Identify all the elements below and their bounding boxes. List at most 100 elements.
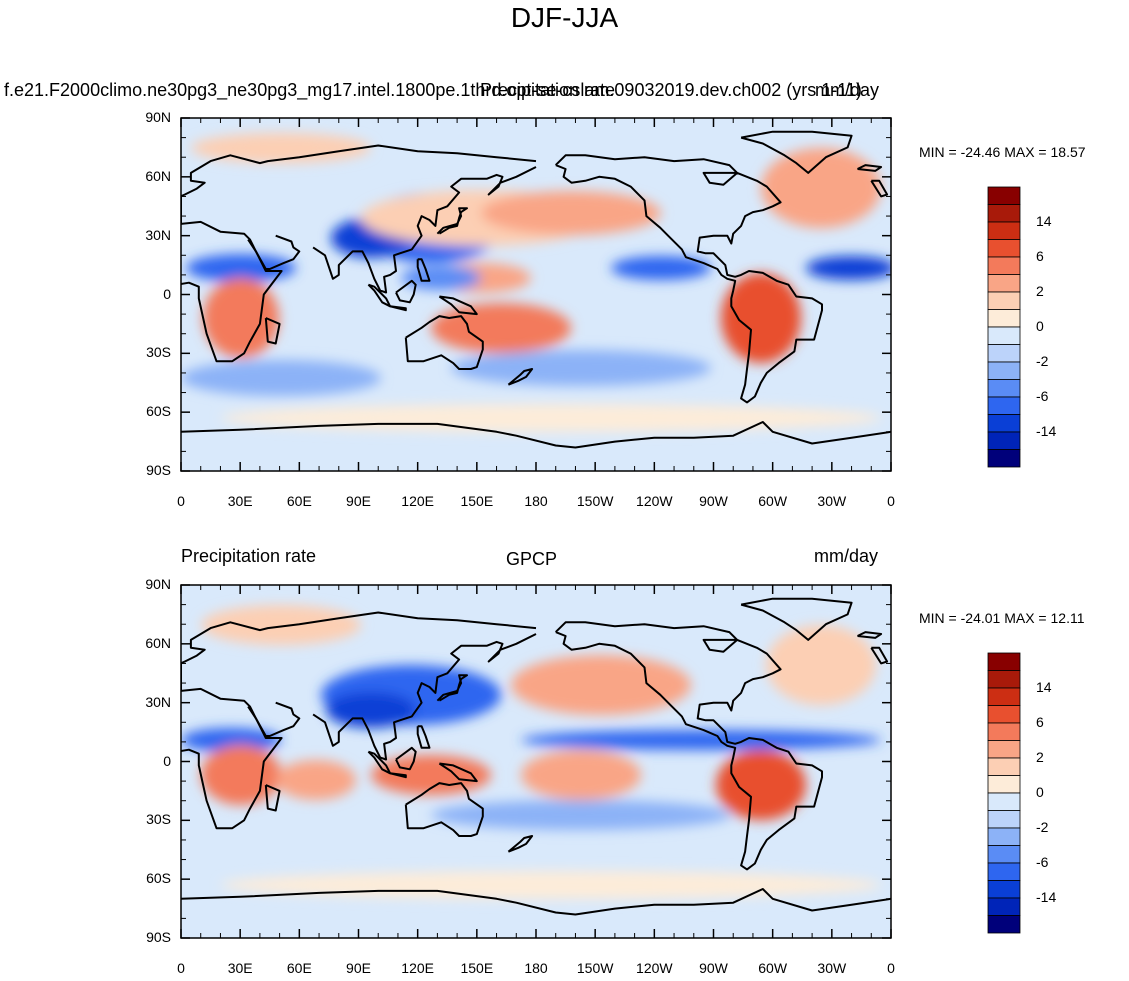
p1-blob	[721, 273, 801, 363]
p1-blob	[806, 256, 891, 280]
panel2-center-label: GPCP	[506, 549, 558, 569]
colorbar-box	[987, 670, 1021, 689]
colorbar-box	[987, 274, 1021, 293]
coastline	[367, 283, 392, 308]
coastline	[312, 633, 537, 761]
p1-blob	[221, 404, 881, 432]
y-tick-label: 30S	[146, 811, 171, 828]
figure-title: DJF-JJA	[510, 2, 619, 33]
colorbar-box	[987, 431, 1021, 450]
p2-blob	[276, 760, 356, 800]
panel1-units-label: mm/day	[815, 80, 880, 100]
coastline	[247, 234, 301, 270]
colorbar-box	[987, 705, 1021, 724]
p1-blob	[431, 303, 571, 353]
panel2-left-label: Precipitation rate	[181, 546, 317, 566]
colorbar-box	[987, 722, 1021, 741]
coastline	[395, 279, 417, 304]
colorbar-box	[987, 396, 1021, 415]
y-tick-label: 60N	[145, 634, 171, 651]
x-tick-label: 90E	[346, 960, 371, 976]
y-tick-label: 0	[163, 752, 171, 769]
colorbar-box	[987, 757, 1021, 776]
colorbar-label: 6	[1036, 248, 1044, 264]
y-tick-label: 30N	[145, 226, 171, 243]
y-tick-label: 90S	[146, 462, 171, 478]
panel1-coastlines	[181, 130, 891, 449]
x-tick-label: 30E	[227, 960, 253, 976]
y-tick-label: 30N	[145, 693, 171, 710]
coastline	[389, 772, 407, 779]
x-tick-label: 90E	[346, 493, 371, 509]
colorbar-label: 0	[1036, 784, 1044, 800]
p2-blob	[431, 800, 731, 830]
x-tick-label: 120W	[636, 493, 673, 509]
p2-blob	[326, 692, 416, 728]
p2-blob	[521, 730, 881, 750]
colorbar-box	[987, 344, 1021, 363]
p2-blob	[181, 728, 281, 752]
y-tick-label: 60S	[146, 870, 171, 887]
coastline	[247, 701, 301, 737]
colorbar-label: -6	[1036, 854, 1049, 870]
panel2-min-max: MIN = -24.01 MAX = 12.11	[919, 610, 1085, 626]
p2-blob	[716, 750, 806, 820]
x-tick-label: 150W	[576, 493, 614, 509]
p2-blob	[371, 755, 491, 795]
colorbar-box	[987, 810, 1021, 829]
colorbar-box	[987, 652, 1021, 671]
y-tick-label: 60N	[145, 167, 171, 184]
panel2-map	[180, 584, 892, 939]
p2-blob	[201, 605, 361, 645]
x-tick-label: 30W	[817, 960, 847, 976]
x-tick-label: 30W	[817, 493, 847, 509]
x-tick-label: 0	[177, 493, 185, 509]
coastline	[554, 154, 823, 404]
y-tick-label: 90N	[145, 576, 171, 592]
coastline	[740, 597, 853, 641]
colorbar-label: -2	[1036, 819, 1049, 835]
p2-blob	[221, 871, 881, 899]
x-tick-label: 60E	[286, 493, 312, 509]
colorbar-box	[987, 827, 1021, 846]
y-tick-label: 0	[163, 285, 171, 302]
x-tick-label: 150E	[460, 493, 494, 509]
colorbar-box	[987, 361, 1021, 380]
p1-blob	[191, 133, 371, 163]
colorbar-box	[987, 880, 1021, 899]
coastline	[181, 611, 537, 830]
panel1-colorbar	[987, 186, 1021, 468]
panel1-map	[180, 117, 892, 472]
x-tick-label: 90W	[699, 493, 728, 509]
coastline	[870, 646, 889, 665]
colorbar-box	[987, 379, 1021, 398]
coastline	[436, 674, 468, 702]
colorbar-box	[987, 740, 1021, 759]
x-tick-label: 150E	[460, 960, 494, 976]
coastline	[367, 750, 392, 775]
p1-blob	[186, 254, 296, 282]
colorbar-box	[987, 449, 1021, 468]
panel1-precip-field	[181, 133, 891, 432]
colorbar-label: -14	[1036, 889, 1057, 905]
p2-blob	[521, 750, 641, 800]
x-tick-label: 0	[887, 960, 895, 976]
x-tick-label: 0	[887, 493, 895, 509]
colorbar-box	[987, 204, 1021, 223]
colorbar-box	[987, 309, 1021, 328]
coastline	[507, 368, 534, 386]
colorbar-label: -6	[1036, 388, 1049, 404]
colorbar-label: 2	[1036, 283, 1044, 299]
colorbar-label: -14	[1036, 423, 1057, 439]
x-tick-label: 180	[524, 493, 548, 509]
x-tick-label: 60E	[286, 960, 312, 976]
panel2-coastlines	[181, 597, 891, 916]
coastline	[181, 421, 891, 449]
colorbar-label: 14	[1036, 213, 1052, 229]
coastline	[416, 258, 431, 282]
coastline	[438, 762, 478, 783]
x-tick-label: 60W	[758, 960, 788, 976]
colorbar-label: 6	[1036, 714, 1044, 730]
colorbar-box	[987, 897, 1021, 916]
p2-blob	[766, 625, 876, 705]
